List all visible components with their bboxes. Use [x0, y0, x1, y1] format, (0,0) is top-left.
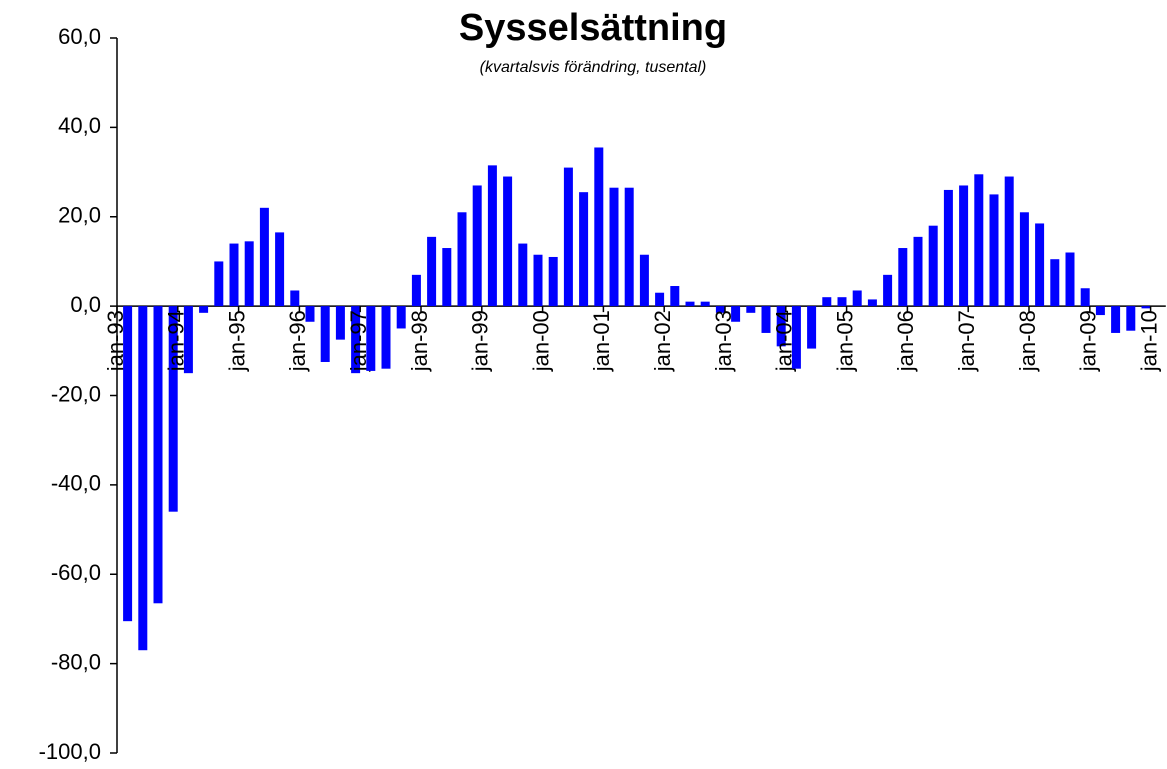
bar [867, 299, 877, 307]
y-tick-label: 20,0 [58, 203, 101, 228]
bar [959, 185, 969, 307]
bar [837, 297, 847, 307]
chart-title: Sysselsättning [459, 7, 727, 49]
x-tick-label: jan-06 [893, 310, 918, 372]
x-tick-label: jan-02 [650, 310, 675, 372]
bar [594, 147, 604, 307]
bar [1080, 288, 1090, 307]
bar [746, 306, 756, 313]
y-tick-label: -60,0 [51, 560, 101, 585]
x-tick-label: jan-98 [407, 310, 432, 372]
bar [305, 306, 315, 322]
bar [776, 306, 786, 347]
bar [1126, 306, 1136, 331]
bar [442, 248, 452, 307]
bar [731, 306, 741, 322]
bar [1004, 176, 1014, 307]
bar [396, 306, 406, 329]
bar [579, 192, 589, 307]
bar [685, 301, 695, 307]
bar [822, 297, 832, 307]
bar [898, 248, 908, 307]
bar [335, 306, 345, 340]
bar [852, 290, 862, 307]
x-tick-label: jan-99 [468, 310, 493, 372]
x-tick-label: jan-08 [1015, 310, 1040, 372]
y-tick-label: -40,0 [51, 471, 101, 496]
x-tick-label: jan-01 [589, 310, 614, 372]
bar [168, 306, 178, 512]
bar [1019, 212, 1029, 307]
bar [715, 306, 725, 313]
bar [427, 236, 437, 307]
bar [1141, 306, 1151, 309]
bar [366, 306, 376, 371]
y-tick-label: 0,0 [70, 292, 101, 317]
chart-subtitle: (kvartalsvis förändring, tusental) [480, 59, 707, 76]
bar [183, 306, 193, 374]
bar [989, 194, 999, 307]
bar [518, 243, 528, 307]
bar [1065, 252, 1075, 307]
bar [563, 167, 573, 307]
bar [123, 306, 133, 622]
bar [1035, 223, 1045, 307]
bar [351, 306, 361, 374]
bar [229, 243, 239, 307]
bar [670, 286, 680, 307]
x-tick-label: jan-95 [224, 310, 249, 372]
bar [487, 165, 497, 307]
bar [928, 225, 938, 307]
bar [624, 187, 634, 307]
bar [807, 306, 817, 349]
bar [533, 254, 543, 307]
bar [548, 256, 558, 307]
y-tick-label: -20,0 [51, 381, 101, 406]
bar [457, 212, 467, 307]
bar [199, 306, 209, 313]
bar [1095, 306, 1105, 316]
bar [472, 185, 482, 307]
bar [883, 274, 893, 307]
bar [639, 254, 649, 307]
bar [259, 207, 269, 307]
bar [700, 301, 710, 307]
bar [1050, 259, 1060, 307]
bar [974, 174, 984, 307]
x-tick-label: jan-09 [1076, 310, 1101, 372]
bar [943, 189, 953, 307]
y-tick-label: 40,0 [58, 113, 101, 138]
x-tick-label: jan-05 [832, 310, 857, 372]
bar [244, 241, 254, 307]
x-tick-label: jan-00 [528, 310, 553, 372]
y-tick-label: -80,0 [51, 649, 101, 674]
bar [153, 306, 163, 604]
bar [761, 306, 771, 333]
bar [320, 306, 330, 362]
bar [275, 232, 285, 307]
y-tick-label: 60,0 [58, 24, 101, 49]
bar [411, 274, 421, 307]
bar [609, 187, 619, 307]
bar [913, 236, 923, 307]
bar [214, 261, 224, 307]
bar [138, 306, 148, 651]
bar [381, 306, 391, 369]
bar [655, 292, 665, 307]
bar [1111, 306, 1121, 333]
bar [290, 290, 300, 307]
x-tick-label: jan-07 [954, 310, 979, 372]
bar [503, 176, 513, 307]
bar [791, 306, 801, 369]
x-tick-label: jan-10 [1136, 310, 1161, 372]
y-tick-label: -100,0 [39, 739, 101, 764]
